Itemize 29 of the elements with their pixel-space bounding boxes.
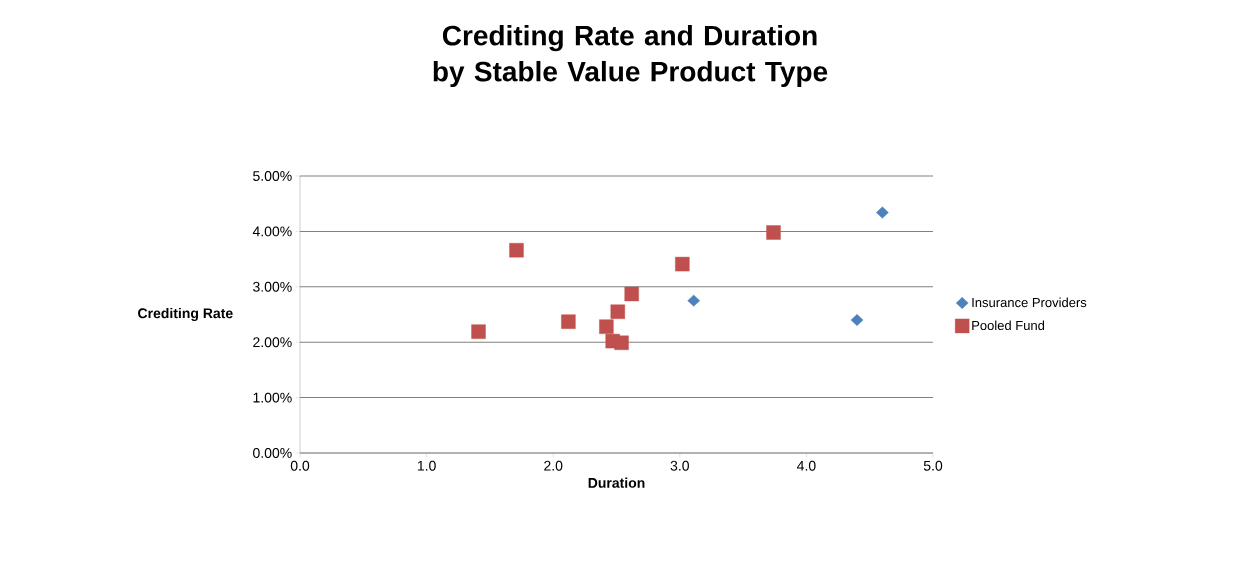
point [614, 335, 629, 350]
point [624, 286, 639, 302]
y-tick-label: 0.00% [253, 448, 292, 458]
point [876, 206, 889, 219]
point [687, 294, 700, 307]
point [610, 304, 625, 319]
point [850, 314, 864, 326]
legend-label: Insurance Providers [972, 297, 1087, 308]
y-tick-label: 1.00% [253, 392, 292, 403]
y-tick-label: 5.00% [253, 171, 292, 181]
x-tick-label: 3.0 [670, 460, 689, 471]
point [766, 225, 781, 240]
x-tick-label: 4.0 [796, 460, 816, 471]
y-axis-title: Crediting Rate [138, 307, 233, 322]
point [471, 324, 486, 339]
x-tick-label: 2.0 [544, 460, 563, 471]
y-tick-label: 2.00% [253, 337, 292, 348]
x-tick-label: 0.0 [290, 460, 310, 471]
x-tick-label: 1.0 [417, 460, 436, 471]
x-axis-title: Duration [588, 477, 645, 488]
chart-title: Crediting Rate and Duration by Stable Value Product Type [433, 24, 828, 88]
point [509, 243, 524, 258]
x-tick-label: 5.0 [923, 460, 943, 471]
point [675, 256, 690, 272]
point [599, 319, 614, 334]
y-tick-label: 3.00% [253, 281, 292, 292]
point [561, 314, 576, 329]
y-tick-label: 4.00% [252, 226, 292, 237]
legend-label: Pooled Fund [972, 320, 1045, 331]
